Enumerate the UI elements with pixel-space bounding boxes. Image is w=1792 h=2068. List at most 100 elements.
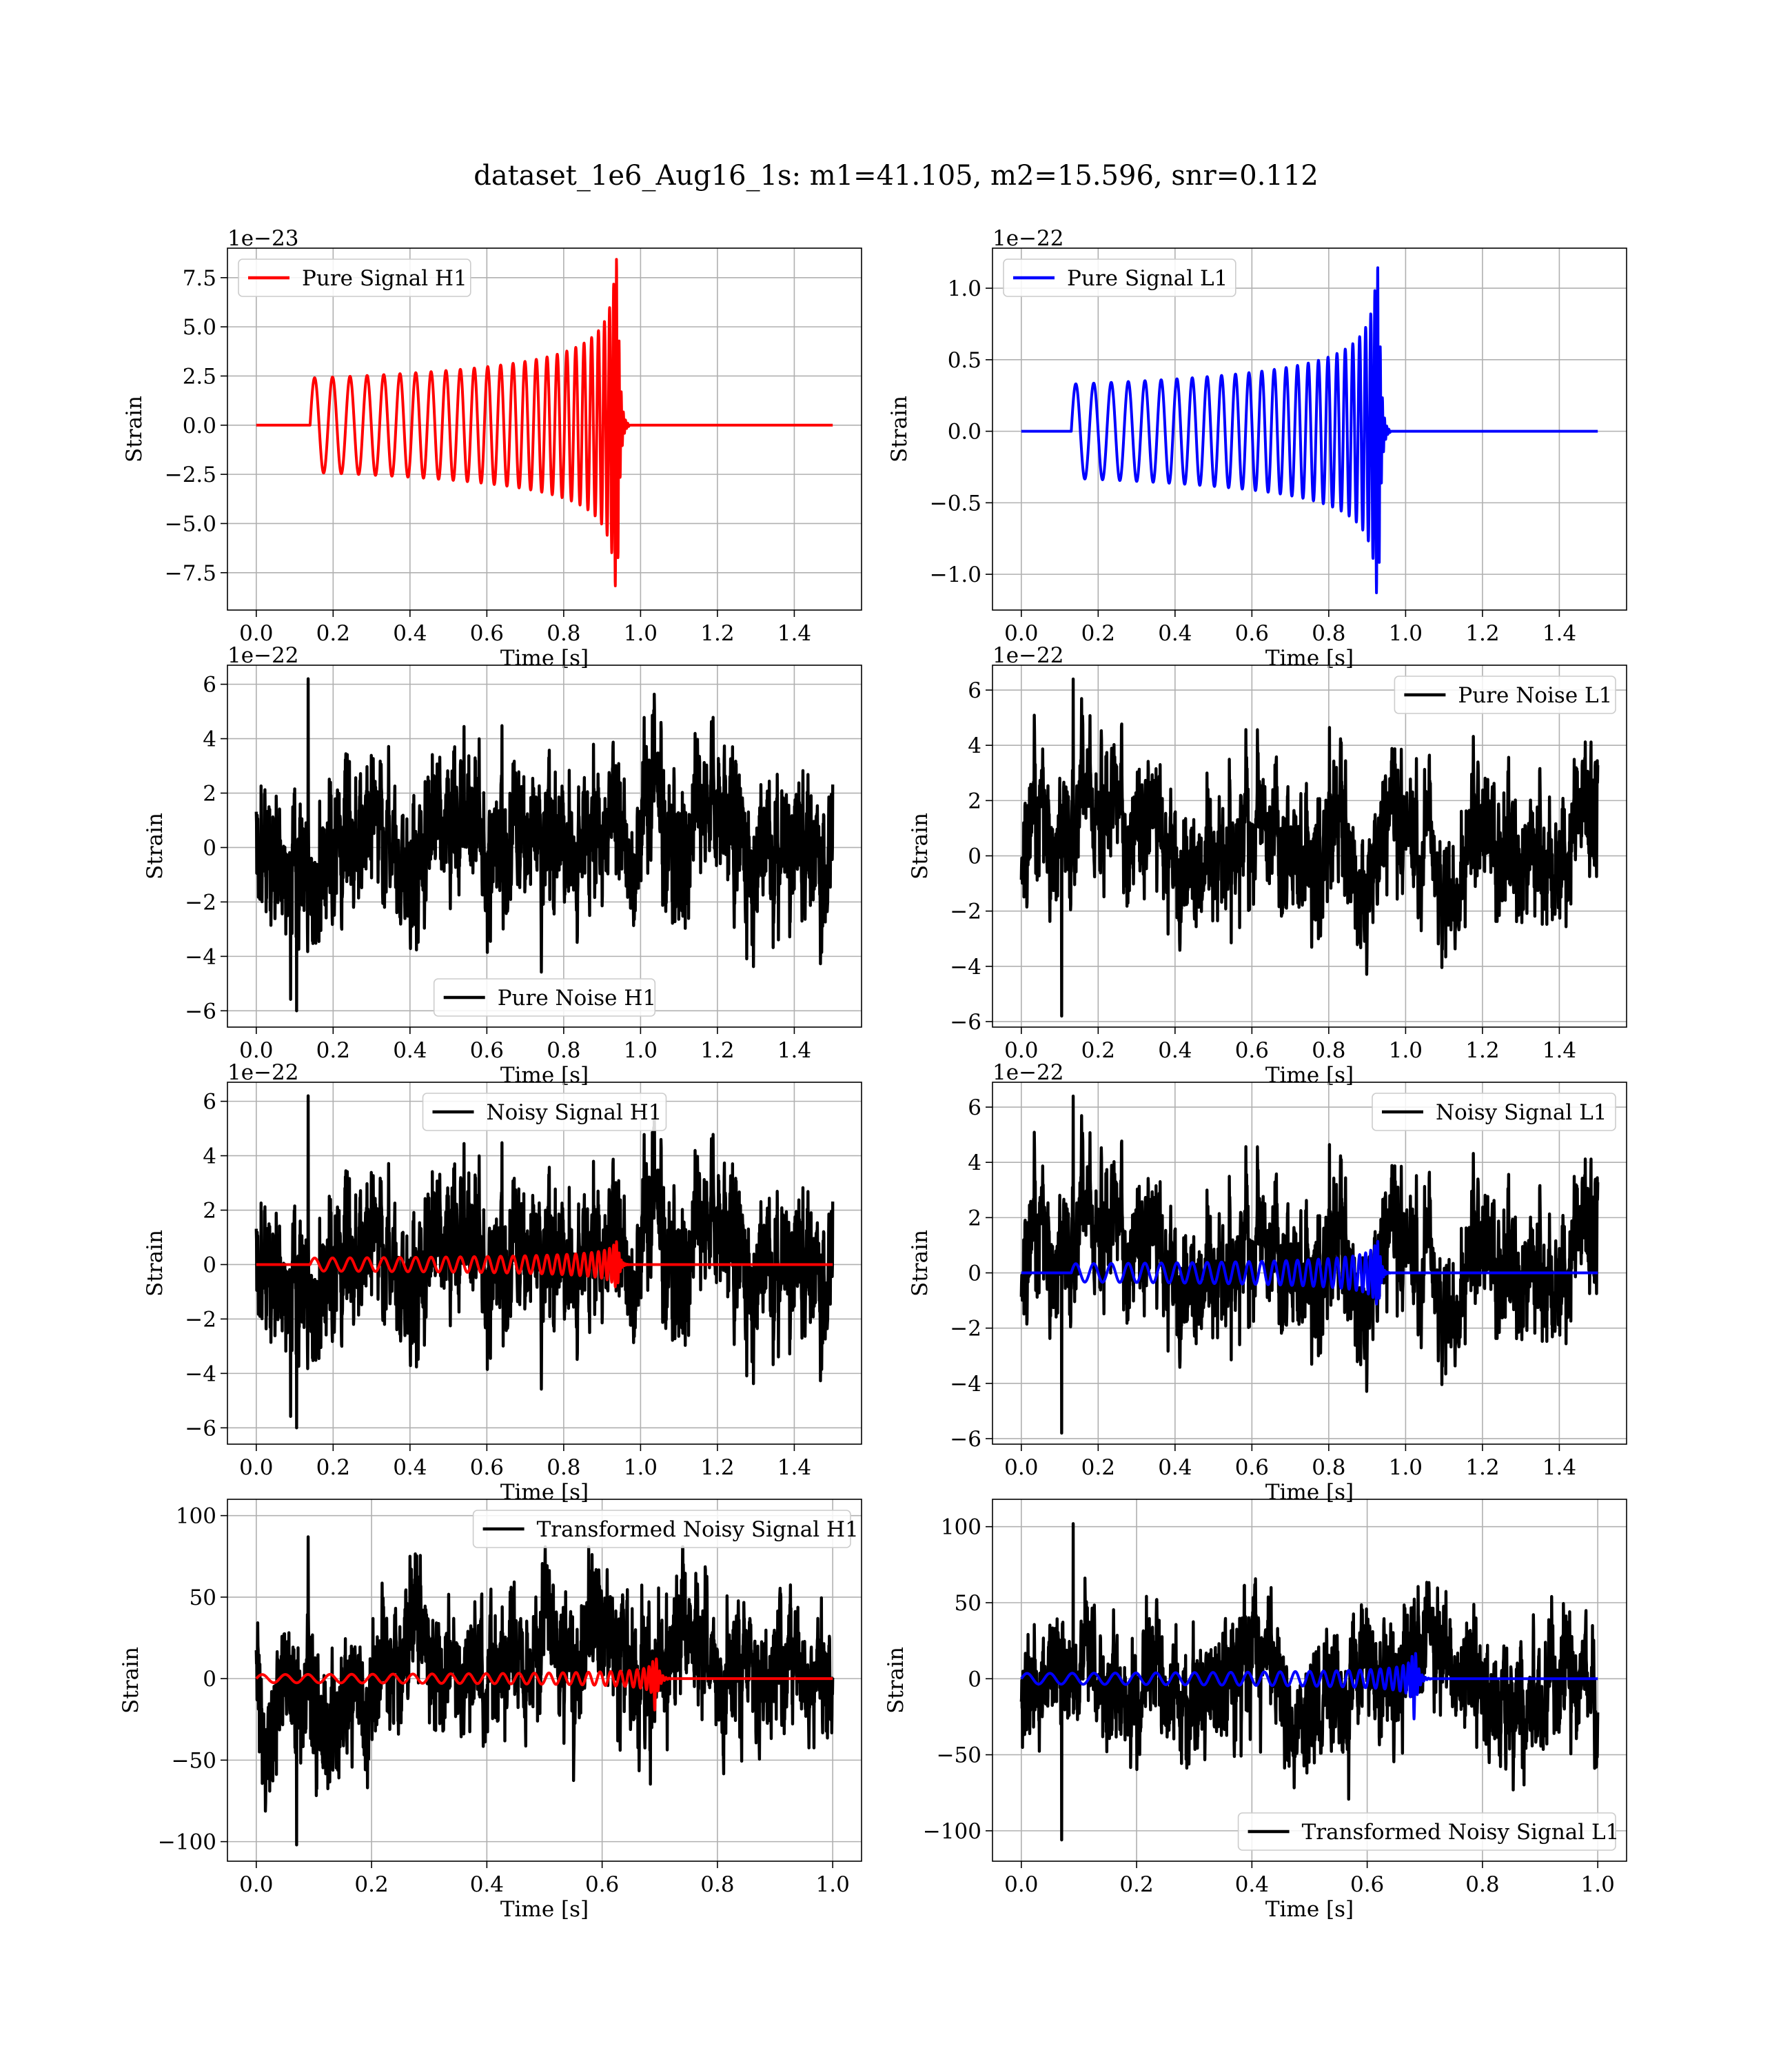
legend: Pure Signal H1	[238, 258, 471, 297]
x-tick-label: 0.8	[700, 1872, 734, 1897]
series-line-signal	[1020, 1652, 1599, 1721]
y-axis-label: Strain	[143, 813, 167, 880]
legend-box	[1237, 1812, 1616, 1851]
legend: Pure Noise L1	[1394, 676, 1616, 714]
x-tick-label: 0.2	[316, 1038, 350, 1063]
legend-label: Pure Signal L1	[1067, 266, 1228, 291]
x-tick-label: 1.2	[1465, 621, 1499, 646]
series-line-signal	[1021, 1239, 1599, 1306]
x-tick-label: 0.8	[547, 1038, 580, 1063]
x-tick-label: 0.6	[585, 1872, 619, 1897]
y-tick-label: −2	[950, 1317, 981, 1341]
x-tick-label: 1.0	[624, 1455, 658, 1480]
y-tick-label: 0.0	[948, 420, 981, 445]
y-tick-label: 6	[203, 673, 216, 698]
y-tick-label: 0	[968, 844, 981, 869]
x-axis-label: Time [s]	[500, 1063, 589, 1088]
legend-label: Transformed Noisy Signal L1	[1302, 1820, 1620, 1845]
y-tick-label: 2	[203, 1199, 216, 1224]
x-tick-label: 0.6	[470, 621, 504, 646]
y-tick-label: −100	[158, 1830, 216, 1855]
y-tick-label: −1.0	[930, 562, 981, 587]
x-tick-label: 0.8	[1312, 621, 1345, 646]
x-tick-label: 1.4	[1542, 1038, 1576, 1063]
x-tick-label: 1.4	[1542, 1455, 1576, 1480]
y-tick-label: −50	[937, 1743, 981, 1768]
x-tick-label: 0.6	[470, 1038, 504, 1063]
y-axis-label: Strain	[887, 396, 912, 463]
x-tick-label: 0.6	[1235, 1455, 1269, 1480]
x-axis-label: Time [s]	[1265, 1897, 1354, 1922]
y-tick-label: 0.0	[183, 414, 216, 438]
series-line-noise	[254, 677, 835, 1013]
series-line-signal	[256, 258, 834, 587]
legend: Transformed Noisy Signal H1	[472, 1510, 859, 1548]
legend-label: Transformed Noisy Signal H1	[537, 1517, 859, 1542]
x-tick-label: 0.6	[470, 1455, 504, 1480]
legend-label: Pure Noise L1	[1458, 683, 1612, 708]
legend-box	[238, 258, 471, 297]
x-tick-label: 0.6	[1235, 1038, 1269, 1063]
legend-box	[1003, 258, 1236, 297]
y-tick-label: −4	[185, 1361, 216, 1386]
axis-offset-text: 1e−22	[227, 643, 299, 668]
x-tick-label: 0.0	[239, 621, 273, 646]
series-line-noise	[1019, 677, 1600, 1018]
series-line-signal	[1021, 266, 1599, 594]
series-line-noise	[1019, 1094, 1600, 1435]
x-tick-label: 1.0	[1389, 1038, 1423, 1063]
y-tick-label: −6	[185, 999, 216, 1024]
y-tick-label: 2	[968, 789, 981, 813]
y-tick-label: 4	[203, 1144, 216, 1169]
axes-frame	[227, 1499, 862, 1862]
x-tick-label: 0.0	[239, 1872, 273, 1897]
x-tick-label: 0.4	[393, 1038, 427, 1063]
x-tick-label: 0.4	[393, 621, 427, 646]
y-tick-label: 6	[203, 1090, 216, 1115]
chart-pure-noise-h1: 0.0 0.2 0.4 0.6 0.8 1.0 1.2 1.4 −6 −4 −2 0 2 4 6 Time […	[143, 643, 862, 1088]
series-line-noise	[1019, 1522, 1600, 1842]
y-tick-label: 0	[968, 1667, 981, 1692]
series-line-noise	[254, 1535, 835, 1847]
y-tick-label: 1.0	[948, 276, 981, 301]
y-tick-label: 100	[941, 1515, 981, 1540]
legend: Noisy Signal L1	[1372, 1093, 1616, 1131]
y-tick-label: −0.5	[930, 491, 981, 516]
legend: Noisy Signal H1	[422, 1093, 667, 1131]
x-tick-label: 0.8	[1465, 1872, 1499, 1897]
figure-title: dataset_1e6_Aug16_1s: m1=41.105, m2=15.5…	[474, 160, 1318, 192]
y-axis-label: Strain	[908, 1230, 933, 1297]
x-tick-label: 1.4	[777, 1455, 811, 1480]
x-axis-label: Time [s]	[1265, 646, 1354, 671]
chart-noisy-signal-l1: 0.0 0.2 0.4 0.6 0.8 1.0 1.2 1.4 −6 −4 −2 0 2 4 6 Time […	[908, 1060, 1627, 1505]
series-line-signal	[255, 1657, 834, 1712]
y-tick-label: −6	[950, 1010, 981, 1035]
y-tick-label: 0.5	[948, 348, 981, 373]
legend: Pure Signal L1	[1003, 258, 1236, 297]
y-tick-label: 0	[203, 835, 216, 860]
chart-pure-noise-l1: 0.0 0.2 0.4 0.6 0.8 1.0 1.2 1.4 −6 −4 −2 0 2 4 6 Time […	[908, 643, 1627, 1088]
x-axis-label: Time [s]	[1265, 1063, 1354, 1088]
axes-frame	[992, 665, 1627, 1028]
y-tick-label: 4	[203, 727, 216, 752]
x-tick-label: 0.4	[1235, 1872, 1269, 1897]
x-tick-label: 0.8	[1312, 1455, 1345, 1480]
chart-noisy-signal-h1: 0.0 0.2 0.4 0.6 0.8 1.0 1.2 1.4 −6 −4 −2 0 2 4 6 Time […	[143, 1060, 862, 1505]
x-axis-label: Time [s]	[500, 1897, 589, 1922]
y-tick-label: 50	[955, 1591, 981, 1616]
y-tick-label: −2	[185, 890, 216, 915]
axes-frame	[227, 247, 862, 611]
y-tick-label: 2.5	[183, 364, 216, 389]
x-tick-label: 1.0	[624, 1038, 658, 1063]
axes-frame	[992, 247, 1627, 611]
legend-label: Pure Noise H1	[498, 986, 656, 1011]
y-tick-label: 50	[190, 1585, 216, 1610]
y-tick-label: 0	[968, 1261, 981, 1286]
x-tick-label: 1.4	[777, 1038, 811, 1063]
x-tick-label: 1.4	[1542, 621, 1576, 646]
x-tick-label: 0.0	[239, 1038, 273, 1063]
x-tick-label: 0.6	[1350, 1872, 1384, 1897]
x-tick-label: 1.2	[700, 1455, 734, 1480]
legend-box	[472, 1510, 851, 1548]
axis-offset-text: 1e−22	[992, 1060, 1064, 1085]
